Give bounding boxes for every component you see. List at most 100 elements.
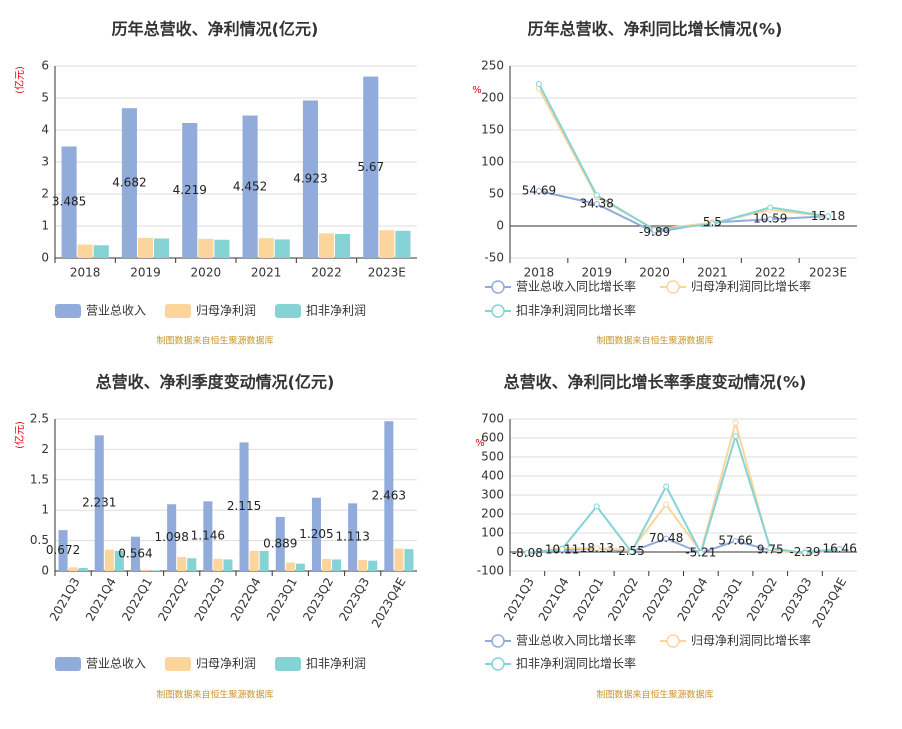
y-tick-label: 2 xyxy=(41,187,49,201)
bar xyxy=(61,146,77,258)
source-note: 制图数据来自恒生聚源数据库 xyxy=(596,689,713,701)
x-tick-label: 2022Q3 xyxy=(640,575,676,623)
bar xyxy=(182,122,198,258)
x-tick-label: 2022Q2 xyxy=(155,575,191,623)
bar xyxy=(104,549,114,571)
value-label: 1.098 xyxy=(154,530,188,544)
bar xyxy=(384,421,394,571)
legend-label: 营业总收入同比增长率 xyxy=(516,279,636,294)
legend-swatch xyxy=(55,304,81,318)
x-tick-label: 2022Q1 xyxy=(119,575,155,623)
value-label: -9.89 xyxy=(639,225,670,239)
x-tick-label: 2023Q3 xyxy=(779,575,815,623)
value-label: 0.564 xyxy=(118,546,152,560)
bar xyxy=(332,559,342,571)
point xyxy=(663,501,670,508)
value-label: 3.485 xyxy=(52,195,86,209)
x-tick-label: 2023Q2 xyxy=(300,575,336,623)
y-tick-label: 1.5 xyxy=(30,472,49,486)
bar xyxy=(154,238,170,258)
chart-title: 历年总营收、净利同比增长情况(%) xyxy=(528,20,783,39)
y-tick-label: 1 xyxy=(41,219,49,233)
y-tick-label: 4 xyxy=(41,123,49,137)
bar xyxy=(130,536,140,571)
value-label: 1.205 xyxy=(299,527,333,541)
y-axis-label: % xyxy=(472,85,482,96)
source-note: 制图数据来自恒生聚源数据库 xyxy=(156,335,273,347)
legend-swatch xyxy=(165,657,191,671)
x-tick-label: 2023Q4E xyxy=(810,575,850,630)
bar xyxy=(151,570,161,571)
value-label: 4.923 xyxy=(293,172,327,186)
chart-title: 历年总营收、净利情况(亿元) xyxy=(112,20,319,39)
point xyxy=(663,483,670,490)
value-label: 5.67 xyxy=(357,160,384,174)
y-tick-label: 0 xyxy=(41,251,49,265)
value-label: -8.08 xyxy=(512,546,543,560)
x-tick-label: 2021 xyxy=(251,266,282,280)
bar xyxy=(94,435,104,571)
chart-title: 总营收、净利季度变动情况(亿元) xyxy=(96,373,335,392)
x-tick-label: 2022Q4 xyxy=(675,575,711,623)
source-note: 制图数据来自恒生聚源数据库 xyxy=(596,335,713,347)
value-label: 34.38 xyxy=(580,196,614,210)
bar xyxy=(203,501,213,571)
bar xyxy=(140,569,151,571)
value-label: 10.11 xyxy=(545,543,579,557)
y-tick-label: 2.5 xyxy=(30,412,49,426)
value-label: 1.113 xyxy=(335,530,369,544)
bar xyxy=(404,549,414,571)
bar xyxy=(68,567,78,571)
legend-swatch xyxy=(491,657,505,671)
legend-swatch xyxy=(275,657,301,671)
value-label: 4.452 xyxy=(233,179,267,193)
bar xyxy=(137,237,154,258)
y-tick-label: 500 xyxy=(481,450,504,464)
legend-swatch xyxy=(491,634,505,648)
value-label: 2.115 xyxy=(227,499,261,513)
point xyxy=(732,538,739,545)
legend-label: 扣非净利润 xyxy=(306,304,366,318)
x-tick-label: 2018 xyxy=(524,266,555,280)
legend-swatch xyxy=(666,280,680,294)
point xyxy=(801,549,808,556)
x-tick-label: 2021Q3 xyxy=(47,575,83,623)
x-tick-label: 2018 xyxy=(70,266,101,280)
point xyxy=(535,80,542,87)
point xyxy=(825,213,832,220)
bar xyxy=(368,560,378,571)
bar xyxy=(213,558,223,571)
y-tick-label: 100 xyxy=(481,155,504,169)
bar xyxy=(114,550,124,571)
point xyxy=(836,546,843,553)
value-label: 16.46 xyxy=(822,541,856,555)
bar xyxy=(358,560,368,571)
bar xyxy=(249,550,259,571)
bar xyxy=(295,563,305,571)
bar xyxy=(121,108,137,259)
y-axis-label: (亿元) xyxy=(13,66,26,94)
x-tick-label: 2020 xyxy=(639,266,670,280)
value-label: 70.48 xyxy=(649,531,683,545)
bar xyxy=(214,239,230,258)
legend-swatch xyxy=(165,304,191,318)
bar xyxy=(335,234,351,258)
y-axis-label: (亿元) xyxy=(13,421,26,449)
legend-label: 营业总收入 xyxy=(86,657,146,671)
bar xyxy=(77,244,93,258)
y-tick-label: 200 xyxy=(481,507,504,521)
point xyxy=(593,503,600,510)
point xyxy=(732,433,739,440)
bar xyxy=(259,550,269,571)
bar xyxy=(275,516,285,571)
x-tick-label: 2022Q2 xyxy=(605,575,641,623)
x-tick-label: 2023E xyxy=(809,266,847,280)
x-tick-label: 2022Q4 xyxy=(228,575,264,623)
point xyxy=(593,545,600,552)
legend-label: 营业总收入 xyxy=(86,304,146,318)
x-tick-label: 2021Q4 xyxy=(536,575,572,623)
value-label: 9.75 xyxy=(757,543,784,557)
y-tick-label: 250 xyxy=(481,59,504,73)
y-tick-label: 200 xyxy=(481,91,504,105)
